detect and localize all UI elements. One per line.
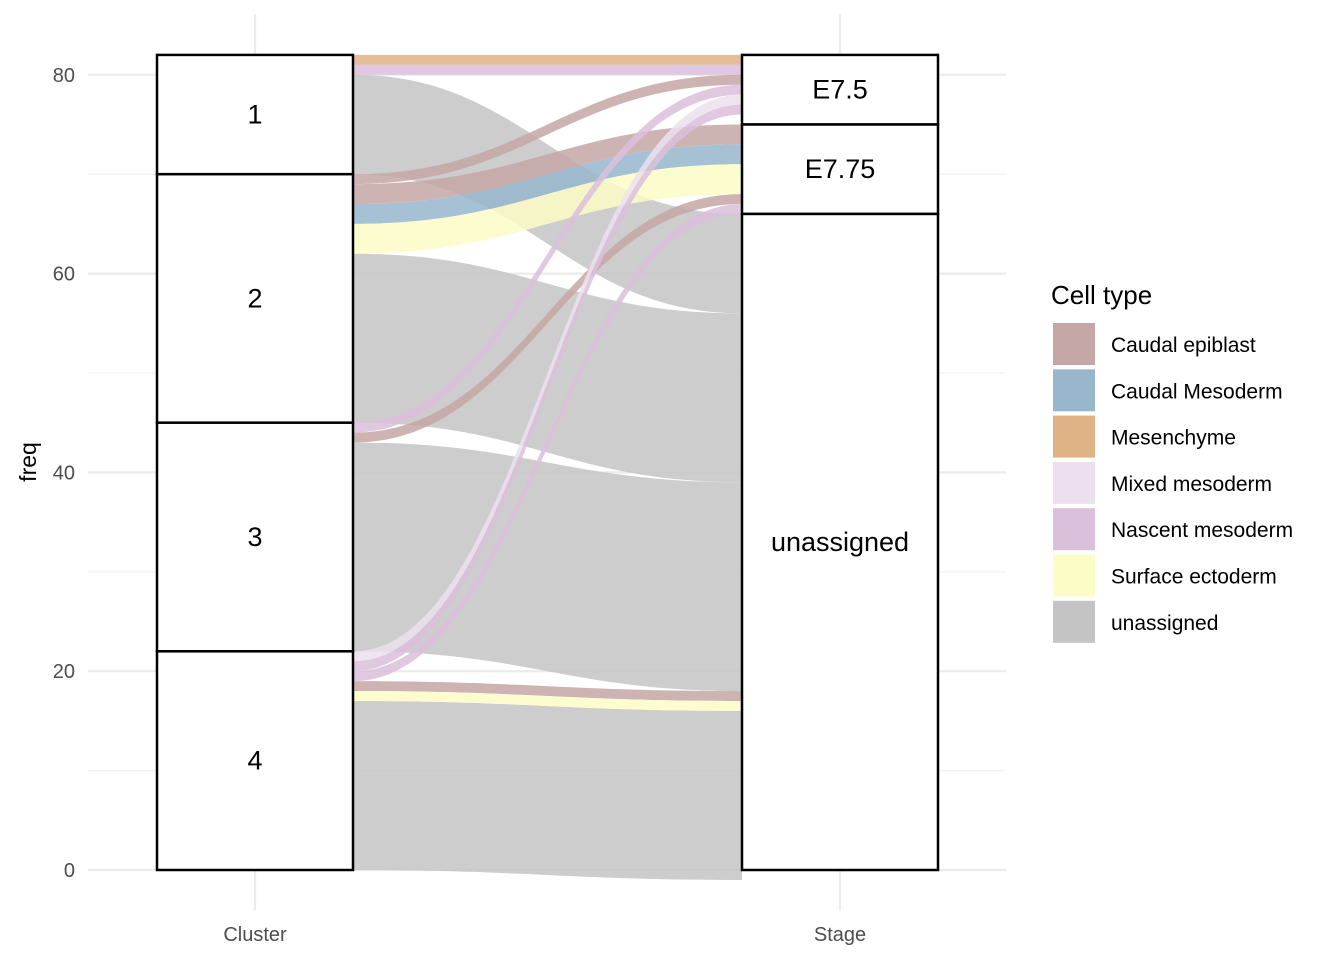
y-tick-label: 80 xyxy=(53,65,75,87)
y-axis-title: freq xyxy=(15,442,41,482)
legend-swatch xyxy=(1053,415,1095,458)
legend-label: Surface ectoderm xyxy=(1111,566,1277,589)
flow-band xyxy=(353,681,742,702)
legend-label: unassigned xyxy=(1111,612,1218,635)
legend-label: Caudal Mesoderm xyxy=(1111,380,1283,403)
flow-band xyxy=(353,164,742,254)
y-tick-label: 0 xyxy=(64,860,75,882)
flow-band xyxy=(353,54,742,65)
y-tick-label: 60 xyxy=(53,264,75,286)
cluster-stratum-label: 4 xyxy=(247,746,262,776)
flow-band xyxy=(353,442,742,692)
y-tick-label: 40 xyxy=(53,462,75,484)
cluster-stratum-box xyxy=(155,172,355,424)
flow-band xyxy=(353,701,742,880)
cluster-stratum-box xyxy=(155,650,355,872)
flow-band xyxy=(353,104,742,672)
flow-band xyxy=(353,691,742,711)
cluster-stratum-box xyxy=(155,53,355,176)
legend-label: Mesenchyme xyxy=(1111,427,1236,450)
stage-stratum-label: E7.75 xyxy=(805,154,876,184)
stage-stratum-box xyxy=(740,212,940,872)
flow-band xyxy=(353,204,742,682)
stage-stratum-label: E7.5 xyxy=(812,75,868,105)
legend-label: Nascent mesoderm xyxy=(1111,519,1293,542)
x-tick-label-cluster: Cluster xyxy=(223,924,287,946)
x-tick-label-stage: Stage xyxy=(814,924,866,946)
legend-swatch xyxy=(1053,508,1095,551)
legend-swatch xyxy=(1053,600,1095,643)
legend-label: Mixed mesoderm xyxy=(1111,473,1272,496)
flow-band xyxy=(353,74,742,185)
cluster-stratum-box xyxy=(155,421,355,653)
legend-swatch xyxy=(1053,461,1095,504)
y-tick-label: 20 xyxy=(53,661,75,683)
cluster-stratum-label: 3 xyxy=(247,522,262,552)
flow-band xyxy=(353,84,742,433)
flow-band xyxy=(353,194,742,443)
axes: freq Cluster Stage 0 20 40 60 80 xyxy=(15,65,866,946)
legend-swatch xyxy=(1053,554,1095,597)
legend-swatch xyxy=(1053,323,1095,365)
cluster-stratum-label: 1 xyxy=(247,100,262,130)
cluster-stratum-label: 2 xyxy=(247,283,262,313)
stage-stratum-label: unassigned xyxy=(771,527,909,557)
flow-band xyxy=(353,253,742,483)
flow-band xyxy=(353,64,742,75)
strata: 1 2 3 4 E7.5 E7.75 unassigned xyxy=(155,53,940,872)
legend-swatch xyxy=(1053,369,1095,412)
flow-band xyxy=(353,124,742,205)
stage-stratum-box xyxy=(740,123,940,216)
legend-title: Cell type xyxy=(1051,280,1152,310)
flow-band xyxy=(353,94,742,662)
flows xyxy=(353,54,742,880)
legend: Cell type Caudal epiblast Caudal Mesoderm… xyxy=(1051,280,1293,643)
legend-label: Caudal epiblast xyxy=(1111,334,1256,357)
